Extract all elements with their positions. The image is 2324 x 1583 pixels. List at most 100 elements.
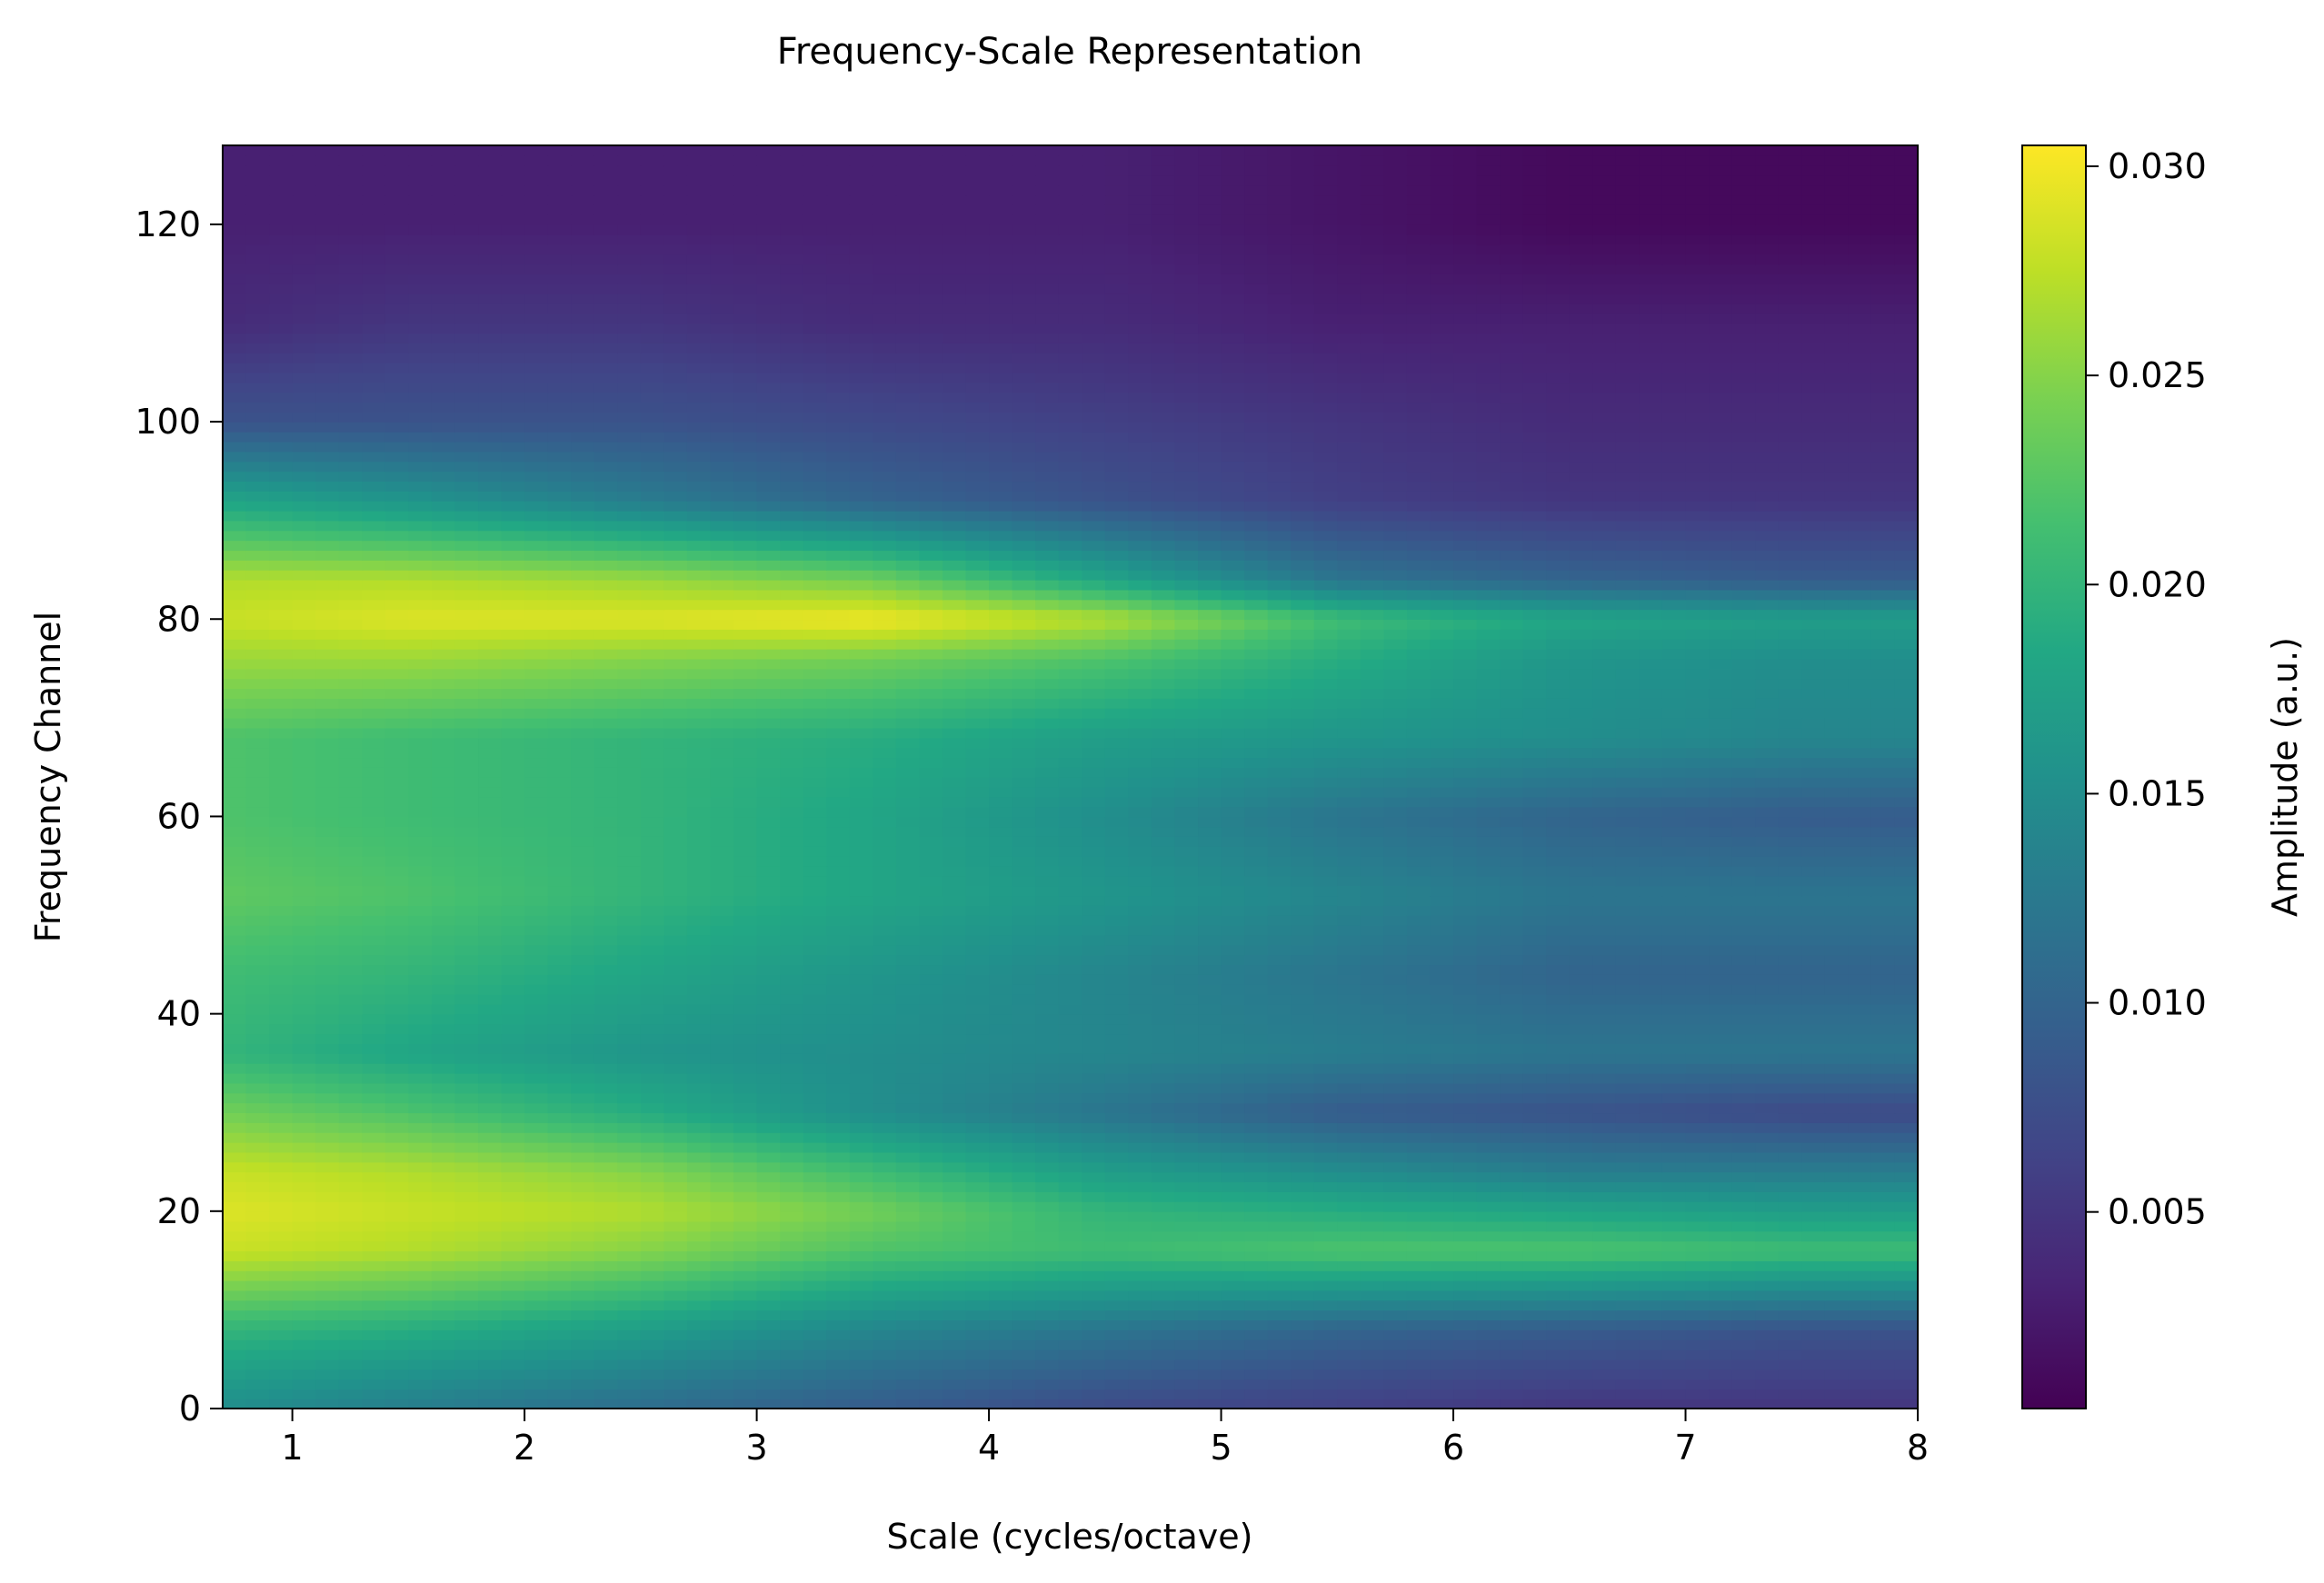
heatmap-cell: [362, 1033, 386, 1044]
heatmap-cell: [1337, 895, 1361, 906]
heatmap-cell: [1128, 1349, 1152, 1360]
heatmap-cell: [1337, 786, 1361, 798]
heatmap-cell: [1082, 757, 1106, 768]
heatmap-cell: [1894, 1171, 1919, 1183]
heatmap-cell: [362, 1250, 386, 1261]
heatmap-cell: [571, 767, 595, 778]
heatmap-cell: [1615, 964, 1641, 975]
heatmap-cell: [1894, 1122, 1919, 1133]
heatmap-cell: [454, 924, 479, 936]
heatmap-cell: [223, 1112, 247, 1123]
heatmap-cell: [547, 1240, 573, 1252]
heatmap-cell: [1151, 777, 1176, 788]
heatmap-cell: [780, 895, 804, 906]
heatmap-cell: [780, 1151, 804, 1163]
heatmap-cell: [1453, 1131, 1478, 1143]
heatmap-cell: [408, 1033, 433, 1044]
heatmap-cell: [1337, 1329, 1361, 1340]
heatmap-cell: [1709, 846, 1733, 857]
heatmap-cell: [1313, 1112, 1339, 1123]
heatmap-cell: [338, 934, 364, 946]
heatmap-cell: [1685, 1210, 1710, 1222]
heatmap-cell: [1012, 934, 1036, 946]
heatmap-cell: [1406, 1289, 1431, 1301]
heatmap-cell: [1500, 974, 1524, 985]
heatmap-cell: [292, 1181, 316, 1192]
heatmap-cell: [1128, 1043, 1152, 1054]
heatmap-cell: [1244, 1349, 1269, 1360]
heatmap-cell: [1082, 855, 1106, 867]
heatmap-cell: [1894, 984, 1919, 995]
heatmap-cell: [384, 757, 410, 768]
heatmap-cell: [826, 885, 851, 897]
heatmap-cell: [1406, 915, 1431, 926]
heatmap-cell: [408, 865, 433, 877]
heatmap-cell: [965, 1151, 990, 1163]
heatmap-cell: [1615, 1299, 1641, 1311]
heatmap-cell: [663, 757, 688, 768]
heatmap-cell: [315, 1349, 340, 1360]
heatmap-cell: [1383, 1062, 1408, 1074]
heatmap-cell: [408, 1399, 433, 1409]
heatmap-cell: [1337, 836, 1361, 847]
heatmap-cell: [1313, 1339, 1339, 1350]
heatmap-cell: [1406, 1161, 1431, 1173]
heatmap-cell: [803, 1339, 828, 1350]
heatmap-cell: [362, 934, 386, 946]
heatmap-cell: [1244, 1043, 1269, 1054]
heatmap-cell: [1104, 1181, 1130, 1192]
heatmap-cell: [1615, 1339, 1641, 1350]
heatmap-cell: [1615, 1329, 1641, 1340]
heatmap-cell: [1012, 1043, 1036, 1054]
heatmap-cell: [1174, 1072, 1199, 1084]
heatmap-cell: [1569, 954, 1594, 966]
heatmap-cell: [1035, 786, 1060, 798]
heatmap-cell: [1592, 767, 1617, 778]
heatmap-cell: [803, 1023, 828, 1035]
heatmap-cell: [849, 1200, 874, 1212]
heatmap-cell: [292, 1131, 316, 1143]
heatmap-cell: [1500, 865, 1524, 877]
heatmap-cell: [1476, 1220, 1501, 1232]
heatmap-cell: [1174, 1102, 1199, 1114]
heatmap-cell: [408, 984, 433, 995]
heatmap-cell: [1801, 777, 1826, 788]
heatmap-cell: [315, 1092, 340, 1104]
heatmap-cell: [756, 1329, 781, 1340]
heatmap-cell: [873, 727, 897, 739]
heatmap-cell: [849, 826, 874, 837]
heatmap-cell: [1244, 905, 1269, 916]
heatmap-cell: [826, 1269, 851, 1281]
heatmap-cell: [895, 1279, 921, 1291]
heatmap-cell: [1639, 1260, 1663, 1271]
heatmap-cell: [1453, 1062, 1478, 1074]
heatmap-cell: [1661, 1191, 1687, 1202]
heatmap-cell: [1615, 1151, 1641, 1163]
heatmap-cell: [1685, 1161, 1710, 1173]
heatmap-cell: [756, 993, 781, 1005]
heatmap-cell: [640, 1082, 665, 1094]
heatmap-cell: [1198, 1191, 1222, 1202]
heatmap-cell: [873, 1260, 897, 1271]
heatmap-cell: [1174, 1151, 1199, 1163]
heatmap-cell: [895, 1112, 921, 1123]
heatmap-cell: [989, 747, 1013, 759]
heatmap-cell: [617, 806, 642, 818]
heatmap-cell: [1453, 737, 1478, 749]
heatmap-cell: [292, 1082, 316, 1094]
heatmap-cell: [1661, 1131, 1687, 1143]
heatmap-cell: [895, 1102, 921, 1114]
heatmap-cell: [1824, 836, 1850, 847]
heatmap-cell: [919, 1072, 943, 1084]
heatmap-cell: [1128, 984, 1152, 995]
heatmap-cell: [663, 1003, 688, 1015]
heatmap-cell: [640, 1250, 665, 1261]
heatmap-cell: [826, 924, 851, 936]
heatmap-cell: [780, 1072, 804, 1084]
heatmap-cell: [1198, 1359, 1222, 1370]
heatmap-cell: [1546, 1369, 1571, 1380]
heatmap-cell: [1058, 1210, 1083, 1222]
heatmap-cell: [1522, 1299, 1548, 1311]
heatmap-cell: [733, 1250, 758, 1261]
heatmap-cell: [1291, 895, 1315, 906]
